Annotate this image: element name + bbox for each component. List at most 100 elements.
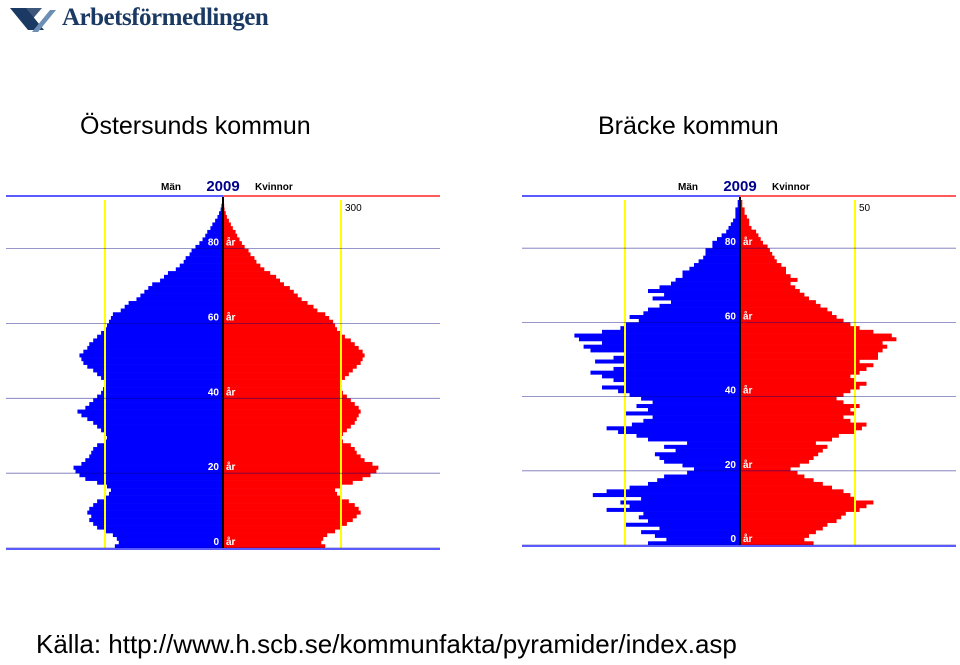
male-bar (89, 342, 223, 347)
female-bar (223, 514, 357, 519)
female-bar (740, 385, 860, 390)
male-bar (625, 363, 740, 368)
female-bar (223, 308, 318, 313)
female-bar (740, 522, 828, 527)
male-bar (105, 439, 223, 444)
female-bar (223, 286, 290, 291)
female-bar (223, 237, 240, 242)
male-bar (97, 480, 223, 485)
female-bar (223, 540, 322, 545)
female-bar (740, 251, 773, 256)
male-bar (175, 267, 223, 272)
female-bar (223, 252, 251, 257)
age-tick-label: 20 (208, 462, 220, 473)
male-bar (93, 368, 224, 373)
male-bar (202, 237, 223, 242)
male-bar (120, 308, 223, 313)
male-bar (101, 390, 223, 395)
male-bar (625, 411, 740, 416)
female-bar (223, 424, 351, 429)
female-bar (223, 271, 271, 276)
female-bar (740, 441, 816, 446)
female-bar (223, 473, 371, 478)
female-bar (223, 364, 357, 369)
female-bar (740, 222, 750, 227)
age-unit-label: år (226, 237, 236, 249)
female-bar (223, 476, 363, 481)
female-bar (740, 263, 782, 268)
male-bar (97, 499, 223, 504)
female-bar (740, 348, 883, 353)
female-bar (740, 248, 770, 253)
male-bar (219, 211, 223, 216)
male-bar (579, 337, 740, 342)
female-bar (223, 222, 231, 227)
female-bar (223, 301, 308, 306)
male-bar (160, 278, 223, 283)
female-bar (740, 274, 791, 279)
male-bar (671, 300, 740, 305)
male-bar (602, 374, 740, 379)
female-bar (740, 333, 892, 338)
male-bar (179, 263, 223, 268)
male-bar (101, 375, 223, 380)
female-bar (223, 357, 363, 362)
age-unit-label: år (226, 536, 236, 548)
female-bar (740, 519, 837, 524)
female-bar (740, 203, 743, 208)
male-bar (735, 214, 740, 219)
female-bar (740, 322, 851, 327)
male-bar (195, 244, 223, 249)
female-bar (740, 437, 832, 442)
female-bar (740, 259, 777, 264)
male-bar (643, 311, 740, 316)
female-bar (740, 463, 800, 468)
male-bar (89, 402, 223, 407)
male-bar (108, 319, 223, 324)
female-bar (740, 326, 860, 331)
male-bar (625, 381, 740, 386)
male-bar (105, 529, 223, 534)
female-bar (740, 504, 867, 509)
male-bar (93, 503, 224, 508)
female-bar (223, 345, 359, 350)
logo-text: Arbetsförmedlingen (62, 4, 269, 31)
female-bar (223, 278, 281, 283)
male-bar (687, 470, 740, 475)
male-bar (97, 372, 223, 377)
male-bar (105, 383, 223, 388)
male-bar (97, 394, 223, 399)
age-tick-label: 0 (730, 534, 736, 545)
female-bar (223, 536, 324, 541)
female-bar (223, 432, 343, 437)
female-bar (223, 244, 245, 249)
male-bar (91, 514, 224, 519)
female-bar (223, 256, 255, 261)
female-bar (740, 515, 842, 520)
female-bar (740, 344, 888, 349)
age-unit-label: år (743, 236, 753, 248)
male-bar (112, 312, 223, 317)
age-tick-label: 60 (725, 311, 737, 322)
female-bar (223, 327, 338, 332)
female-bar (223, 544, 326, 549)
female-bar (740, 355, 878, 360)
male-bar (629, 504, 740, 509)
male-bar (712, 240, 740, 245)
female-bar (740, 270, 786, 275)
logo-mark-icon (10, 8, 56, 32)
female-bar (740, 392, 844, 397)
male-bar (97, 525, 223, 530)
male-bar (613, 378, 740, 383)
female-bar (740, 237, 761, 242)
male-bar (721, 233, 740, 238)
male-bar (641, 396, 740, 401)
male-bar (659, 526, 740, 531)
male-bar (81, 357, 223, 362)
female-bar (740, 218, 750, 223)
female-bar (740, 478, 814, 483)
male-bar (77, 409, 223, 414)
male-bar (105, 327, 223, 332)
male-bar (85, 405, 223, 410)
female-bar (223, 458, 365, 463)
